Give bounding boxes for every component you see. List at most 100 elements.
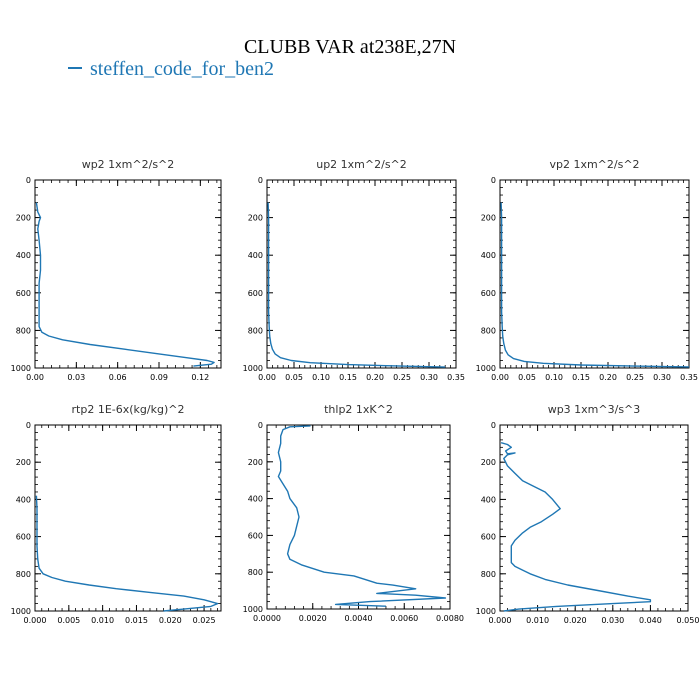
y-tick-label: 800: [248, 326, 263, 335]
chart-main-title: CLUBB VAR at238E,27N: [243, 36, 457, 58]
plot-frame: [499, 179, 690, 369]
series-line: [35, 495, 219, 612]
y-tick-label: 600: [16, 289, 31, 298]
x-tick-label: 0.00: [491, 373, 509, 382]
y-tick-label: 400: [248, 495, 263, 504]
y-tick-label: 800: [481, 326, 496, 335]
y-tick-label: 600: [248, 289, 263, 298]
x-tick-label: 0.015: [125, 616, 148, 625]
y-tick-label: 0: [258, 176, 263, 185]
x-tick-label: 0.15: [339, 373, 357, 382]
y-tick-label: 800: [16, 570, 31, 579]
y-tick-label: 1000: [243, 605, 263, 614]
y-tick-label: 200: [248, 214, 263, 223]
y-tick-label: 800: [481, 570, 496, 579]
y-tick-label: 1000: [476, 607, 496, 616]
y-tick-label: 1000: [11, 364, 31, 373]
series-line: [277, 425, 447, 607]
x-tick-label: 0.12: [191, 373, 209, 382]
x-tick-label: 0.010: [91, 616, 114, 625]
x-tick-label: 0.000: [489, 616, 512, 625]
panel-title: up2 1xm^2/s^2: [316, 158, 407, 171]
series-line: [35, 202, 215, 367]
x-tick-label: 0.30: [420, 373, 438, 382]
series-line: [500, 442, 652, 612]
y-tick-label: 1000: [243, 364, 263, 373]
x-tick-label: 0.15: [572, 373, 590, 382]
y-tick-label: 400: [481, 495, 496, 504]
x-tick-label: 0.05: [518, 373, 536, 382]
y-tick-label: 200: [16, 214, 31, 223]
x-tick-label: 0.040: [639, 616, 662, 625]
y-tick-label: 400: [16, 251, 31, 260]
panel-title: wp2 1xm^2/s^2: [82, 158, 175, 171]
plot-frame: [34, 424, 222, 612]
x-tick-label: 0.03: [67, 373, 85, 382]
x-tick-label: 0.05: [285, 373, 303, 382]
y-tick-label: 200: [481, 458, 496, 467]
plot-frame: [266, 424, 451, 610]
y-tick-label: 800: [248, 568, 263, 577]
x-tick-label: 0.020: [564, 616, 587, 625]
x-tick-label: 0.20: [599, 373, 617, 382]
panel-title: rtp2 1E-6x(kg/kg)^2: [72, 403, 185, 416]
y-tick-label: 0: [26, 176, 31, 185]
x-tick-label: 0.0020: [299, 614, 327, 623]
panel-title: wp3 1xm^3/s^3: [548, 403, 641, 416]
x-tick-label: 0.10: [312, 373, 330, 382]
x-tick-label: 0.10: [545, 373, 563, 382]
plot-frame: [499, 424, 689, 612]
panel-title: thlp2 1xK^2: [324, 403, 393, 416]
legend-line-swatch: [68, 67, 82, 70]
x-tick-label: 0.0040: [345, 614, 373, 623]
y-tick-label: 800: [16, 326, 31, 335]
x-tick-label: 0.025: [193, 616, 216, 625]
y-tick-label: 1000: [11, 607, 31, 616]
x-tick-label: 0.25: [626, 373, 644, 382]
x-tick-label: 0.050: [677, 616, 700, 625]
y-tick-label: 600: [248, 531, 263, 540]
x-tick-label: 0.0000: [253, 614, 281, 623]
series-line: [500, 202, 690, 368]
y-tick-label: 600: [481, 289, 496, 298]
y-tick-label: 0: [491, 421, 496, 430]
x-tick-label: 0.0080: [436, 614, 464, 623]
x-tick-label: 0.25: [393, 373, 411, 382]
x-tick-label: 0.35: [447, 373, 465, 382]
y-tick-label: 1000: [476, 364, 496, 373]
x-tick-label: 0.0060: [390, 614, 418, 623]
x-tick-label: 0.35: [680, 373, 698, 382]
y-tick-label: 0: [258, 421, 263, 430]
panel-3: vp2 1xm^2/s^2 0.00 0.05 0.10 0.15 0.20 0.25 0.3…: [476, 158, 698, 382]
x-tick-label: 0.005: [57, 616, 80, 625]
x-tick-label: 0.20: [366, 373, 384, 382]
x-tick-label: 0.00: [258, 373, 276, 382]
y-tick-label: 400: [248, 251, 263, 260]
x-tick-label: 0.010: [526, 616, 549, 625]
y-tick-label: 0: [26, 421, 31, 430]
x-tick-label: 0.030: [601, 616, 624, 625]
plot-frame: [34, 179, 222, 369]
panel-1: wp2 1xm^2/s^2 0.00 0.03 0.06 0.09 0.12 0 200 400…: [11, 158, 222, 382]
panel-5: thlp2 1xK^2 0.0000 0.0020 0.0040 0.0060 0.008…: [243, 403, 464, 623]
panel-6: wp3 1xm^3/s^3 0.000 0.010 0.020 0.030 0.040 0.…: [476, 403, 700, 625]
y-tick-label: 400: [16, 495, 31, 504]
panel-4: rtp2 1E-6x(kg/kg)^2 0.000 0.005 0.010 0.015 0…: [11, 403, 222, 625]
y-tick-label: 600: [481, 533, 496, 542]
y-tick-label: 600: [16, 533, 31, 542]
x-tick-label: 0.06: [109, 373, 127, 382]
x-tick-label: 0.09: [150, 373, 168, 382]
y-tick-label: 200: [481, 214, 496, 223]
plot-frame: [266, 179, 457, 369]
series-line: [267, 202, 446, 368]
y-tick-label: 200: [248, 458, 263, 467]
y-tick-label: 0: [491, 176, 496, 185]
panel-title: vp2 1xm^2/s^2: [549, 158, 639, 171]
y-tick-label: 400: [481, 251, 496, 260]
legend: steffen_code_for_ben2: [68, 58, 274, 81]
y-tick-label: 200: [16, 458, 31, 467]
legend-label: steffen_code_for_ben2: [90, 58, 275, 80]
x-tick-label: 0.00: [26, 373, 44, 382]
panel-2: up2 1xm^2/s^2 0.00 0.05 0.10 0.15 0.20 0.25 0.3…: [243, 158, 465, 382]
